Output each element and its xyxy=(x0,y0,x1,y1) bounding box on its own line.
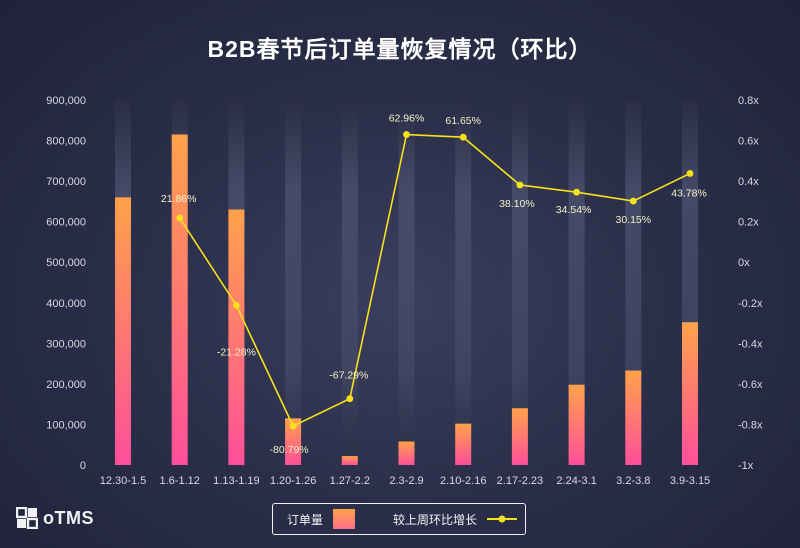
bar-2.3-2.9 xyxy=(398,441,415,465)
y-right-tick: 0.2x xyxy=(738,217,759,229)
y-left-tick: 100,000 xyxy=(46,419,86,431)
bar-track xyxy=(455,100,472,465)
growth-label: -80.79% xyxy=(270,444,309,456)
x-tick-2.17-2.23: 2.17-2.23 xyxy=(497,475,543,487)
y-right-tick: -1x xyxy=(738,460,754,472)
chart-title: B2B春节后订单量恢复情况（环比） xyxy=(207,36,593,62)
y-right-tick: 0.6x xyxy=(738,136,759,148)
growth-label: 21.86% xyxy=(161,193,197,205)
x-tick-12.30-1.5: 12.30-1.5 xyxy=(100,475,146,487)
x-tick-1.13-1.19: 1.13-1.19 xyxy=(213,475,259,487)
otms-logo-icon xyxy=(15,506,39,530)
growth-label: 34.54% xyxy=(556,204,592,216)
bar-track xyxy=(398,100,415,465)
bar-2.10-2.16 xyxy=(455,423,472,465)
growth-point xyxy=(573,188,580,196)
bar-track xyxy=(341,100,358,465)
growth-point xyxy=(403,131,410,138)
growth-label: -21.28% xyxy=(217,346,256,358)
bar-1.13-1.19 xyxy=(228,209,245,465)
growth-point xyxy=(176,214,184,222)
y-left-tick: 300,000 xyxy=(46,338,86,350)
x-tick-2.3-2.9: 2.3-2.9 xyxy=(389,475,423,487)
x-tick-3.9-3.15: 3.9-3.15 xyxy=(670,475,710,487)
otms-logo: oTMS xyxy=(15,506,94,530)
growth-label: 62.96% xyxy=(389,113,425,125)
bar-1.20-1.26 xyxy=(285,418,302,465)
y-left-tick: 0 xyxy=(80,460,86,472)
legend-bar-label: 订单量 xyxy=(287,512,324,527)
y-right-tick: -0.8x xyxy=(738,419,763,431)
legend-line-label: 较上周环比增长 xyxy=(393,512,478,527)
growth-point xyxy=(516,181,524,189)
brand-name: oTMS xyxy=(43,507,94,528)
y-left-tick: 800,000 xyxy=(46,136,86,148)
x-tick-2.10-2.16: 2.10-2.16 xyxy=(440,475,486,487)
legend-item-line: 较上周环比增长 xyxy=(393,511,519,528)
y-left-tick: 400,000 xyxy=(46,298,86,310)
x-tick-1.20-1.26: 1.20-1.26 xyxy=(270,475,316,487)
bar-3.9-3.15 xyxy=(682,322,698,465)
y-right-tick: 0.4x xyxy=(738,176,759,188)
bar-2.24-3.1 xyxy=(568,384,585,465)
growth-point xyxy=(629,197,637,205)
growth-point xyxy=(459,133,467,141)
y-right-tick: 0x xyxy=(738,257,750,269)
legend-line-swatch xyxy=(487,515,518,523)
growth-label: 38.10% xyxy=(499,198,535,210)
y-right-tick: 0.8x xyxy=(738,95,759,107)
bar-1.27-2.2 xyxy=(341,456,358,465)
y-right-tick: -0.2x xyxy=(738,298,763,310)
y-right-tick: -0.4x xyxy=(738,338,763,350)
bar-track xyxy=(511,100,528,465)
growth-label: 43.78% xyxy=(671,187,707,199)
x-tick-2.24-3.1: 2.24-3.1 xyxy=(556,475,596,487)
x-tick-1.27-2.2: 1.27-2.2 xyxy=(330,475,370,487)
chart-legend: 订单量 较上周环比增长 xyxy=(272,503,526,535)
y-right-tick: -0.6x xyxy=(738,379,763,391)
x-tick-3.2-3.8: 3.2-3.8 xyxy=(616,475,650,487)
bar-3.2-3.8 xyxy=(625,370,642,465)
growth-label: 30.15% xyxy=(615,214,651,226)
bar-1.6-1.12 xyxy=(171,134,188,465)
bar-2.17-2.23 xyxy=(511,408,528,465)
bar-track xyxy=(285,100,302,465)
legend-item-bar: 订单量 xyxy=(273,509,356,529)
growth-label: -67.29% xyxy=(329,370,368,382)
growth-point xyxy=(686,170,694,177)
y-left-tick: 600,000 xyxy=(46,217,86,229)
legend-bar-swatch xyxy=(333,509,356,529)
bar-12.30-1.5 xyxy=(115,197,131,466)
growth-point xyxy=(233,301,240,309)
growth-line xyxy=(179,133,691,428)
x-tick-1.6-1.12: 1.6-1.12 xyxy=(160,475,200,487)
y-left-tick: 200,000 xyxy=(46,379,86,391)
y-left-tick: 700,000 xyxy=(46,176,86,188)
y-left-tick: 500,000 xyxy=(46,257,86,269)
growth-point xyxy=(289,422,297,430)
y-left-tick: 900,000 xyxy=(46,95,86,107)
growth-point xyxy=(346,395,354,403)
growth-label: 61.65% xyxy=(445,115,481,127)
